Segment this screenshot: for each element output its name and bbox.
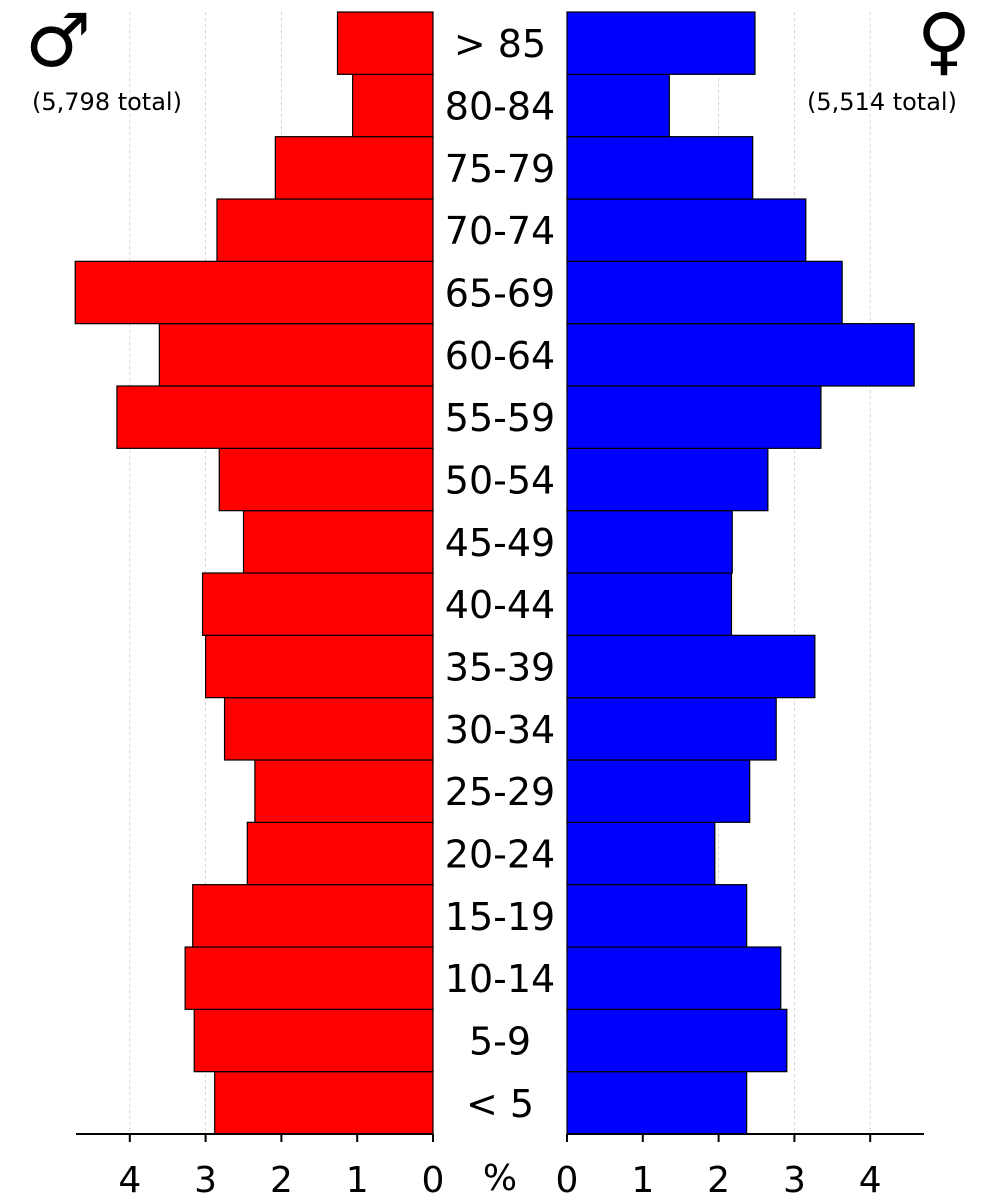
age-label-60-64: 60-64	[445, 334, 555, 378]
male-symbol-icon: ♂	[25, 0, 91, 84]
female-bar-40-44	[566, 572, 733, 636]
age-label-55-59: 55-59	[445, 396, 555, 440]
male-bar-50-54	[218, 447, 434, 512]
male-bar-55-59	[116, 385, 434, 449]
female-bar-10-14	[566, 946, 782, 1010]
age-label-65-69: 65-69	[445, 272, 555, 316]
male-bar-40-44	[201, 572, 434, 636]
female-bar-80-84	[566, 73, 670, 138]
female-bar-under-5	[566, 1071, 748, 1135]
female-total-label: (5,514 total)	[807, 88, 957, 116]
female-symbol-icon: ♀	[917, 0, 971, 84]
age-label-25-29: 25-29	[445, 770, 555, 814]
right-tick-label-1: 1	[631, 1160, 654, 1200]
left-tick-label-3: 3	[194, 1160, 217, 1200]
female-bar-75-79	[566, 136, 754, 200]
age-label-under-5: < 5	[466, 1082, 534, 1126]
male-bar-60-64	[158, 323, 434, 387]
age-label-over-85: > 85	[454, 22, 546, 66]
female-bar-70-74	[566, 198, 807, 262]
age-label-30-34: 30-34	[445, 708, 555, 752]
age-label-45-49: 45-49	[445, 521, 555, 565]
age-label-50-54: 50-54	[445, 459, 555, 503]
male-bar-80-84	[352, 73, 434, 138]
labels-layer: < 5 5-9 10-14 15-19 20-24 25-29 30-34 35-39 40-4…	[25, 0, 971, 1126]
age-label-70-74: 70-74	[445, 209, 555, 253]
age-label-15-19: 15-19	[445, 895, 555, 939]
male-bar-45-49	[242, 510, 434, 574]
male-bar-75-79	[274, 136, 434, 200]
female-bar-50-54	[566, 447, 769, 512]
age-label-80-84: 80-84	[445, 85, 555, 129]
female-bar-60-64	[566, 323, 915, 387]
male-bar-20-24	[246, 821, 434, 886]
male-total-label: (5,798 total)	[32, 88, 182, 116]
female-bar-25-29	[566, 759, 751, 823]
age-label-20-24: 20-24	[445, 833, 555, 877]
male-bar-70-74	[216, 198, 434, 262]
female-bar-15-19	[566, 884, 748, 948]
age-label-5-9: 5-9	[469, 1020, 531, 1064]
male-bar-35-39	[205, 634, 434, 699]
female-bar-35-39	[566, 634, 816, 699]
left-tick-label-1: 1	[346, 1160, 369, 1200]
female-bar-5-9	[566, 1008, 788, 1073]
female-bar-55-59	[566, 385, 822, 449]
bars-layer	[74, 11, 915, 1135]
age-label-75-79: 75-79	[445, 147, 555, 191]
right-tick-label-0: 0	[556, 1160, 579, 1200]
unit-label: %	[483, 1158, 517, 1199]
female-bar-20-24	[566, 821, 716, 886]
female-bar-65-69	[566, 260, 843, 325]
male-bar-25-29	[254, 759, 434, 823]
male-bar-15-19	[192, 884, 434, 948]
age-label-35-39: 35-39	[445, 646, 555, 690]
male-bar-under-5	[214, 1071, 434, 1135]
male-bar-30-34	[223, 697, 434, 761]
right-tick-label-3: 3	[783, 1160, 806, 1200]
axes-layer: 0 0 1 1 2 2 3 3 4 4%	[76, 1133, 924, 1200]
male-bar-over-85	[336, 11, 434, 75]
female-bar-over-85	[566, 11, 756, 75]
male-bar-10-14	[184, 946, 434, 1010]
left-tick-label-2: 2	[270, 1160, 293, 1200]
left-tick-label-0: 0	[422, 1160, 445, 1200]
male-bar-65-69	[74, 260, 434, 325]
right-tick-label-2: 2	[707, 1160, 730, 1200]
right-tick-label-4: 4	[859, 1160, 882, 1200]
female-bar-30-34	[566, 697, 777, 761]
female-bar-45-49	[566, 510, 733, 574]
age-label-10-14: 10-14	[445, 957, 555, 1001]
age-label-40-44: 40-44	[445, 583, 555, 627]
left-tick-label-4: 4	[118, 1160, 141, 1200]
male-bar-5-9	[193, 1008, 434, 1073]
